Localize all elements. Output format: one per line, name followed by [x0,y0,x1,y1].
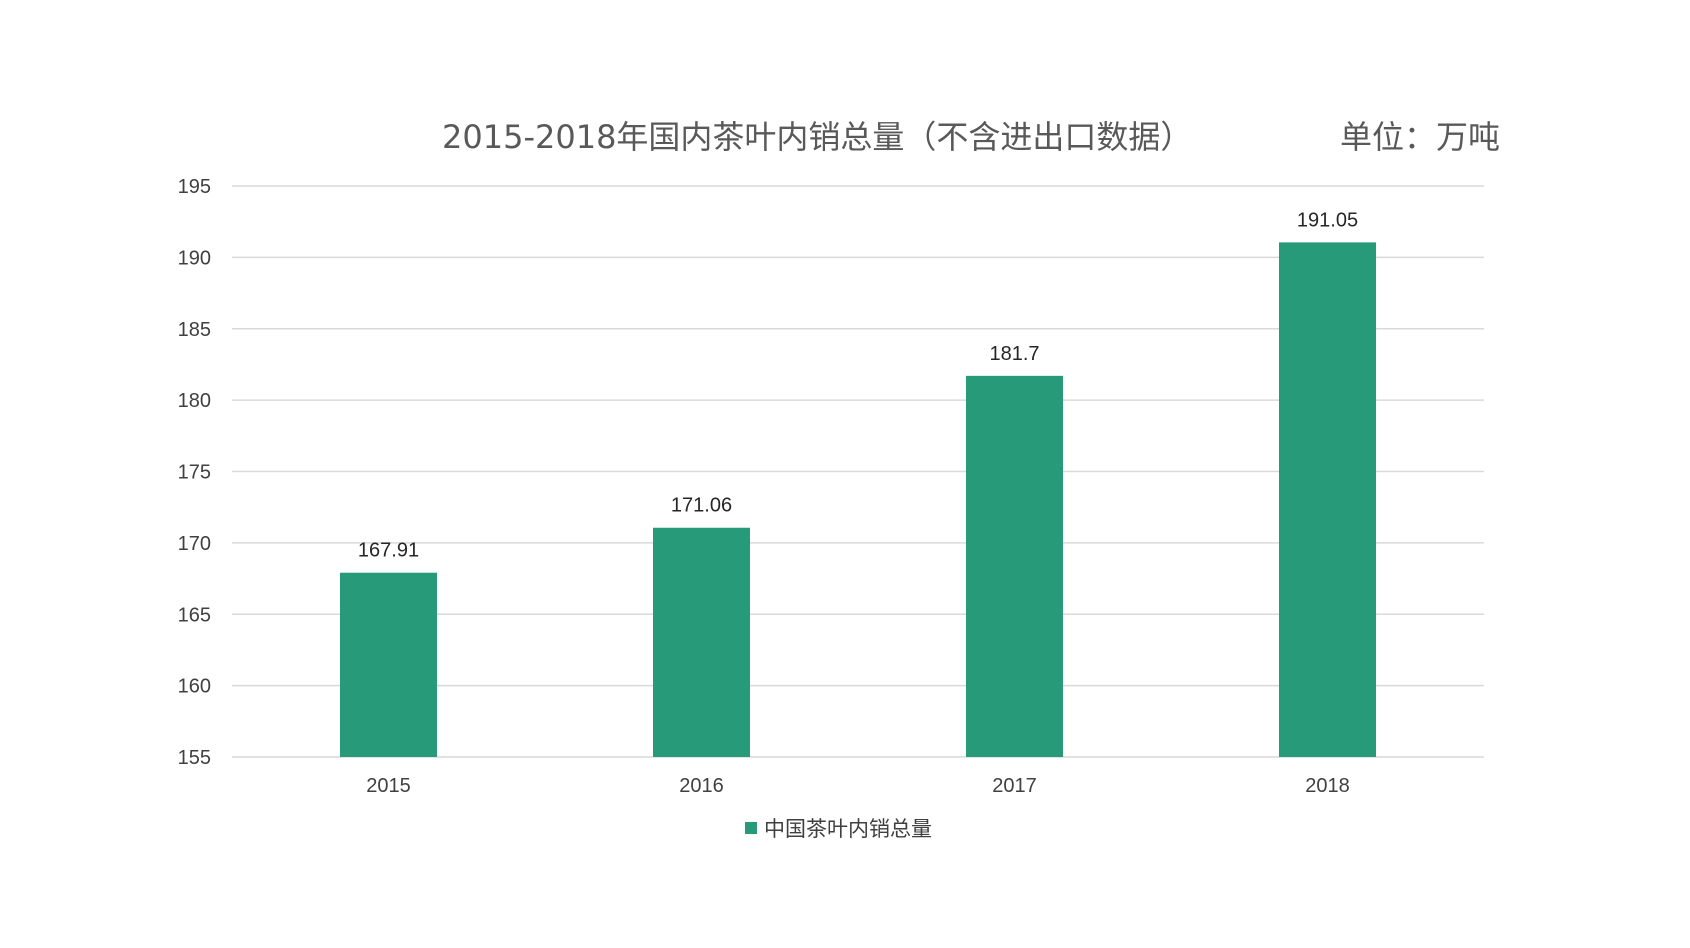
legend: 中国茶叶内销总量 [745,817,932,841]
y-tick-label: 175 [178,462,211,484]
bar-2016 [652,527,751,757]
gridlines [232,185,1484,758]
x-tick-label-2017: 2017 [992,775,1037,797]
x-tick-label-2018: 2018 [1305,775,1350,797]
y-tick-label: 155 [178,747,211,769]
y-tick-label: 180 [178,390,211,412]
y-tick-label: 160 [178,676,211,698]
legend-swatch [745,822,757,834]
data-label-2016: 171.06 [671,495,732,517]
bar-2018 [1278,242,1377,758]
y-tick-label: 185 [178,319,211,341]
bar-2017 [965,375,1064,757]
data-labels: 167.91 171.06 181.7 191.05 [358,209,1358,561]
unit-note: 单位：万吨 [1340,118,1500,156]
bars [339,242,1377,758]
chart-title: 2015-2018年国内茶叶内销总量（不含进出口数据） [442,118,1192,156]
y-tick-label: 190 [178,247,211,269]
y-tick-label: 170 [178,533,211,555]
y-tick-label: 195 [178,176,211,198]
data-label-2017: 181.7 [989,343,1039,365]
legend-label: 中国茶叶内销总量 [764,817,932,841]
data-label-2018: 191.05 [1297,209,1358,231]
y-axis-ticks: 155 160 165 170 175 180 185 190 195 [178,176,211,769]
y-tick-label: 165 [178,604,211,626]
x-axis-ticks: 2015 2016 2017 2018 [366,775,1350,797]
data-label-2015: 167.91 [358,540,419,562]
x-tick-label-2015: 2015 [366,775,411,797]
bar-2015 [339,572,438,757]
x-tick-label-2016: 2016 [679,775,724,797]
